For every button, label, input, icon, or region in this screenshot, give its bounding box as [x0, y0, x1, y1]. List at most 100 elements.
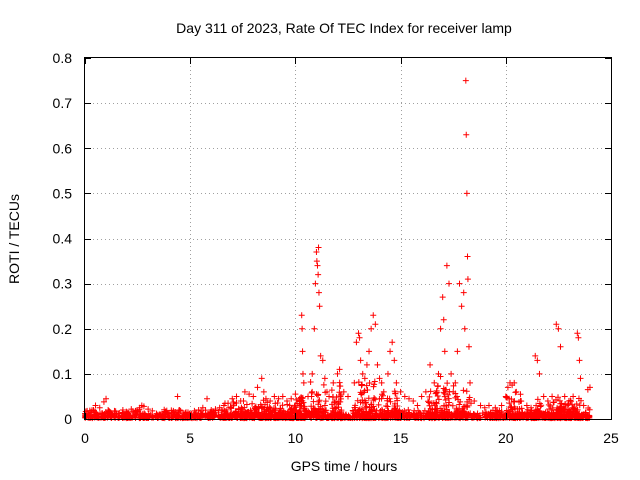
- data-point: [275, 395, 282, 402]
- data-point: [101, 415, 108, 422]
- data-point: [84, 407, 91, 414]
- data-point: [208, 406, 215, 413]
- data-point: [514, 406, 521, 413]
- data-point: [545, 401, 552, 408]
- data-point: [575, 411, 582, 418]
- data-point: [125, 412, 132, 419]
- data-point: [221, 413, 228, 420]
- data-point: [372, 321, 379, 328]
- data-point: [122, 413, 129, 420]
- data-point: [523, 402, 530, 409]
- data-point: [301, 403, 308, 410]
- data-point: [523, 415, 530, 422]
- data-point: [298, 312, 305, 319]
- data-point: [195, 406, 202, 413]
- data-point: [321, 375, 328, 382]
- data-point: [279, 402, 286, 409]
- data-point: [435, 396, 442, 403]
- data-point: [473, 412, 480, 419]
- data-point: [502, 393, 509, 400]
- data-point: [128, 406, 135, 413]
- data-point: [309, 388, 316, 395]
- data-point: [574, 406, 581, 413]
- data-point: [425, 408, 432, 415]
- data-point: [322, 398, 329, 405]
- data-point: [413, 410, 420, 417]
- data-point: [351, 404, 358, 411]
- x-tick-label: 25: [603, 430, 619, 446]
- x-tick-label: 5: [186, 430, 194, 446]
- data-point: [498, 402, 505, 409]
- data-point: [533, 402, 540, 409]
- data-point: [266, 413, 273, 420]
- data-point: [307, 378, 314, 385]
- data-point: [555, 325, 562, 332]
- data-point: [296, 395, 303, 402]
- data-point: [321, 402, 328, 409]
- data-point: [252, 409, 259, 416]
- data-point: [572, 405, 579, 412]
- data-point: [536, 413, 543, 420]
- data-point: [465, 410, 472, 417]
- data-point: [510, 398, 517, 405]
- data-point: [275, 410, 282, 417]
- data-point: [459, 405, 466, 412]
- data-point: [197, 413, 204, 420]
- data-point: [359, 370, 366, 377]
- data-point: [314, 392, 321, 399]
- data-point: [580, 402, 587, 409]
- data-point: [385, 413, 392, 420]
- data-point: [298, 415, 305, 422]
- data-point: [153, 410, 160, 417]
- data-point: [254, 384, 261, 391]
- data-point: [397, 388, 404, 395]
- data-point: [314, 262, 321, 269]
- data-point: [573, 401, 580, 408]
- data-point: [299, 370, 306, 377]
- data-point: [228, 405, 235, 412]
- data-point: [432, 413, 439, 420]
- data-point: [182, 409, 189, 416]
- data-point: [457, 398, 464, 405]
- data-point: [384, 397, 391, 404]
- data-point: [557, 343, 564, 350]
- data-point: [323, 388, 330, 395]
- data-point: [336, 382, 343, 389]
- data-point: [176, 406, 183, 413]
- data-point: [371, 413, 378, 420]
- data-point: [445, 411, 452, 418]
- data-point: [406, 395, 413, 402]
- data-point: [132, 407, 139, 414]
- x-tick-label: 15: [393, 430, 409, 446]
- data-point: [310, 405, 317, 412]
- data-point: [264, 405, 271, 412]
- data-point: [513, 388, 520, 395]
- grid-lines: [85, 58, 611, 419]
- data-point: [264, 399, 271, 406]
- data-point: [550, 399, 557, 406]
- data-point: [414, 402, 421, 409]
- data-point: [272, 411, 279, 418]
- data-point: [504, 384, 511, 391]
- data-point: [394, 397, 401, 404]
- y-tick-label: 0.6: [53, 140, 73, 156]
- data-point: [212, 412, 219, 419]
- data-point: [246, 413, 253, 420]
- data-point: [233, 400, 240, 407]
- data-point: [241, 388, 248, 395]
- data-point: [536, 370, 543, 377]
- data-point: [191, 413, 198, 420]
- data-point: [92, 402, 99, 409]
- data-point: [322, 407, 329, 414]
- data-point: [463, 131, 470, 138]
- data-point: [536, 400, 543, 407]
- data-point: [565, 406, 572, 413]
- data-point: [540, 393, 547, 400]
- data-point: [441, 390, 448, 397]
- data-point: [166, 410, 173, 417]
- data-point: [441, 410, 448, 417]
- data-point: [326, 393, 333, 400]
- data-point: [370, 312, 377, 319]
- data-point: [448, 370, 455, 377]
- data-point: [549, 393, 556, 400]
